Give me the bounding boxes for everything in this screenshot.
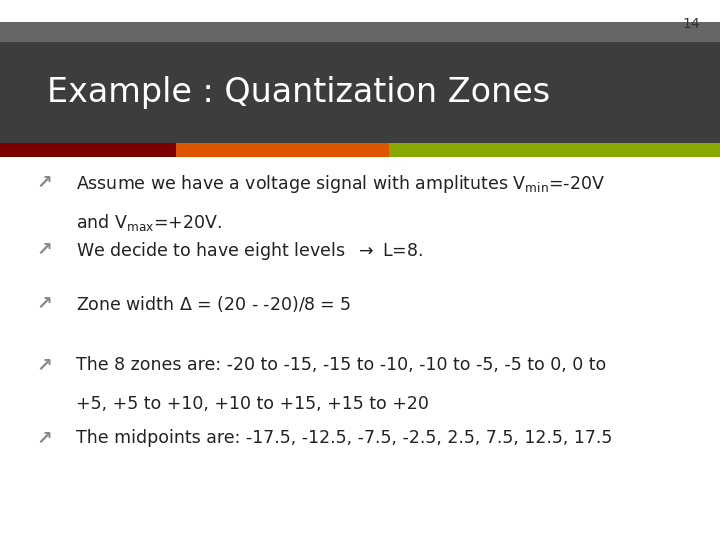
Text: ↗: ↗ xyxy=(37,429,53,448)
Text: ↗: ↗ xyxy=(37,356,53,375)
Text: The midpoints are: -17.5, -12.5, -7.5, -2.5, 2.5, 7.5, 12.5, 17.5: The midpoints are: -17.5, -12.5, -7.5, -… xyxy=(76,429,612,447)
Text: +5, +5 to +10, +10 to +15, +15 to +20: +5, +5 to +10, +10 to +15, +15 to +20 xyxy=(76,395,428,413)
Text: 14: 14 xyxy=(683,17,700,31)
Text: The 8 zones are: -20 to -15, -15 to -10, -10 to -5, -5 to 0, 0 to: The 8 zones are: -20 to -15, -15 to -10,… xyxy=(76,356,606,374)
Text: Example : Quantization Zones: Example : Quantization Zones xyxy=(47,76,550,109)
Text: and V$_{\mathregular{max}}$=+20V.: and V$_{\mathregular{max}}$=+20V. xyxy=(76,212,222,233)
Text: ↗: ↗ xyxy=(37,173,53,192)
Text: ↗: ↗ xyxy=(37,240,53,259)
Text: Assume we have a voltage signal with amplitutes V$_{\mathregular{min}}$=-20V: Assume we have a voltage signal with amp… xyxy=(76,173,605,195)
Text: We decide to have eight levels  $\rightarrow$ L=8.: We decide to have eight levels $\rightar… xyxy=(76,240,423,262)
Text: Zone width $\Delta$ = (20 - -20)/8 = 5: Zone width $\Delta$ = (20 - -20)/8 = 5 xyxy=(76,294,351,314)
Text: ↗: ↗ xyxy=(37,294,53,313)
